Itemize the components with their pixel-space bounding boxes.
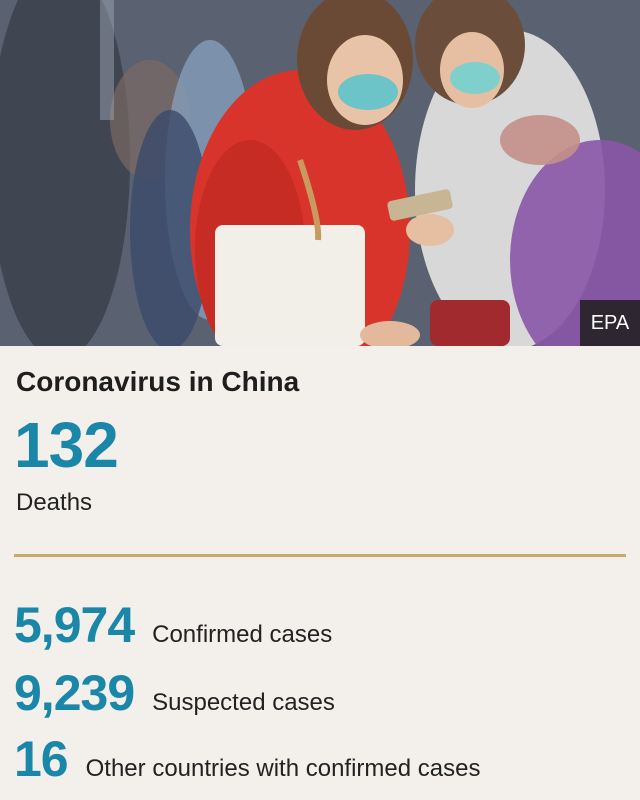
photo-credit: EPA (580, 300, 640, 346)
stat-confirmed: 5,974 Confirmed cases (14, 596, 332, 654)
deaths-count: 132 (14, 409, 119, 481)
stat-value: 9,239 (14, 665, 135, 721)
photo-illustration (0, 0, 640, 346)
stat-suspected: 9,239 Suspected cases (14, 664, 335, 722)
stat-value: 5,974 (14, 597, 135, 653)
stat-other-countries: 16 Other countries with confirmed cases (14, 730, 480, 788)
headline: Coronavirus in China (16, 366, 300, 397)
stat-value: 16 (14, 731, 69, 787)
stat-label: Confirmed cases (152, 621, 333, 648)
stats-panel: Coronavirus in China 132 Deaths 5,974 Co… (0, 346, 640, 800)
stat-label: Suspected cases (152, 689, 335, 716)
stat-label: Other countries with confirmed cases (85, 755, 481, 782)
deaths-label: Deaths (16, 489, 93, 516)
divider (14, 554, 626, 557)
news-photo: EPA (0, 0, 640, 346)
